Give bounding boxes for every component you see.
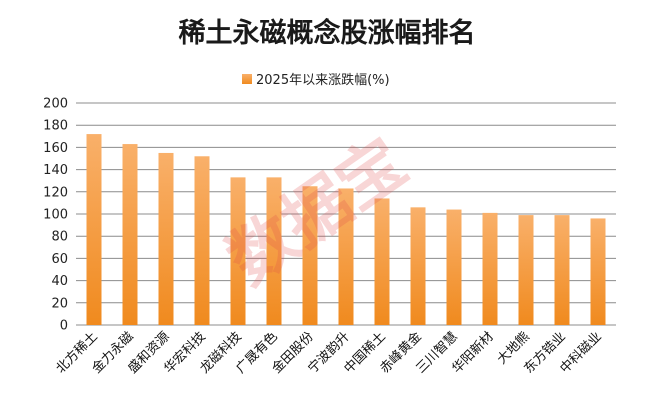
bar [194,156,210,325]
bar [518,215,534,325]
y-tick-label: 100 [43,208,68,223]
y-tick-label: 60 [51,252,68,267]
legend-swatch [242,74,252,84]
y-tick-label: 180 [43,119,68,134]
legend-label: 2025年以来涨跌幅(%) [256,72,390,88]
bar [482,212,498,325]
bar [158,152,174,325]
bar [374,198,390,325]
y-tick-label: 200 [43,97,68,112]
y-tick-label: 0 [60,319,68,334]
bar [122,144,138,325]
bar [230,177,246,325]
bar [446,209,462,325]
chart-title: 稀土永磁概念股涨幅排名 [179,17,476,49]
bars [86,134,606,325]
y-tick-label: 80 [51,230,68,245]
bar [86,134,102,325]
y-tick-label: 140 [43,163,68,178]
legend: 2025年以来涨跌幅(%) [242,72,390,88]
y-tick-label: 120 [43,185,68,200]
y-tick-label: 40 [51,274,68,289]
bar [554,215,570,325]
x-axis: 北方稀土金力永磁盛和资源华宏科技龙磁科技广晟有色金田股份宁波韵升中国稀土赤峰黄金… [53,329,605,377]
y-tick-label: 20 [51,296,68,311]
y-axis: 0 20 40 60 80 100 120 140 160 180 200 [43,97,68,334]
bar [302,186,318,325]
bar [266,177,282,325]
bar [338,188,354,325]
y-tick-label: 160 [43,141,68,156]
bar [410,207,426,325]
bar [590,218,606,325]
